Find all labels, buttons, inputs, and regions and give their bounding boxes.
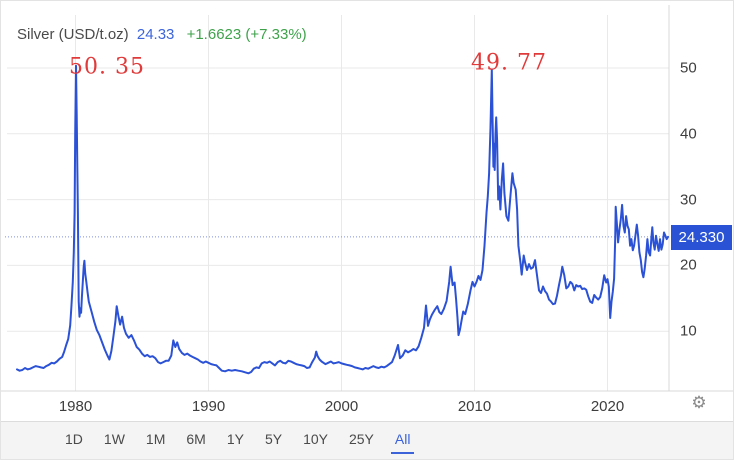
y-axis-label-50: 50 [680, 59, 697, 77]
range-button-1d[interactable]: 1D [61, 428, 87, 454]
y-axis-label-20: 20 [680, 256, 697, 274]
range-button-10y[interactable]: 10Y [299, 428, 332, 454]
range-button-all[interactable]: All [390, 428, 415, 454]
peak-annotation-1980: 50. 35 [69, 54, 145, 80]
peak-annotation-2011: 49. 77 [471, 50, 547, 76]
x-axis-label-2010: 2010 [457, 398, 492, 415]
gear-icon[interactable]: ⚙ [691, 393, 707, 412]
range-button-1w[interactable]: 1W [100, 428, 129, 454]
range-button-5y[interactable]: 5Y [261, 428, 286, 454]
range-toolbar: 1D 1W 1M 6M 1Y 5Y 10Y 25Y All [1, 421, 733, 459]
x-axis-label-2020: 2020 [590, 398, 625, 415]
price-chart-canvas[interactable] [1, 1, 734, 423]
range-button-6m[interactable]: 6M [182, 428, 209, 454]
x-axis-label-1980: 1980 [58, 398, 93, 415]
current-price: 24.33 [136, 26, 175, 43]
range-button-1y[interactable]: 1Y [223, 428, 248, 454]
x-axis-label-1990: 1990 [191, 398, 226, 415]
price-change: +1.6623 (+7.33%) [186, 26, 307, 43]
range-button-25y[interactable]: 25Y [345, 428, 378, 454]
x-axis-label-2000: 2000 [324, 398, 359, 415]
chart-header: Silver (USD/t.oz) 24.33 +1.6623 (+7.33%) [17, 26, 307, 43]
price-line-series [16, 64, 669, 375]
range-button-1m[interactable]: 1M [142, 428, 169, 454]
current-price-badge: 24.330 [671, 224, 732, 250]
y-axis-label-40: 40 [680, 125, 697, 143]
y-axis-label-30: 30 [680, 191, 697, 209]
instrument-title: Silver (USD/t.oz) [17, 26, 129, 43]
y-axis-label-10: 10 [680, 322, 697, 340]
